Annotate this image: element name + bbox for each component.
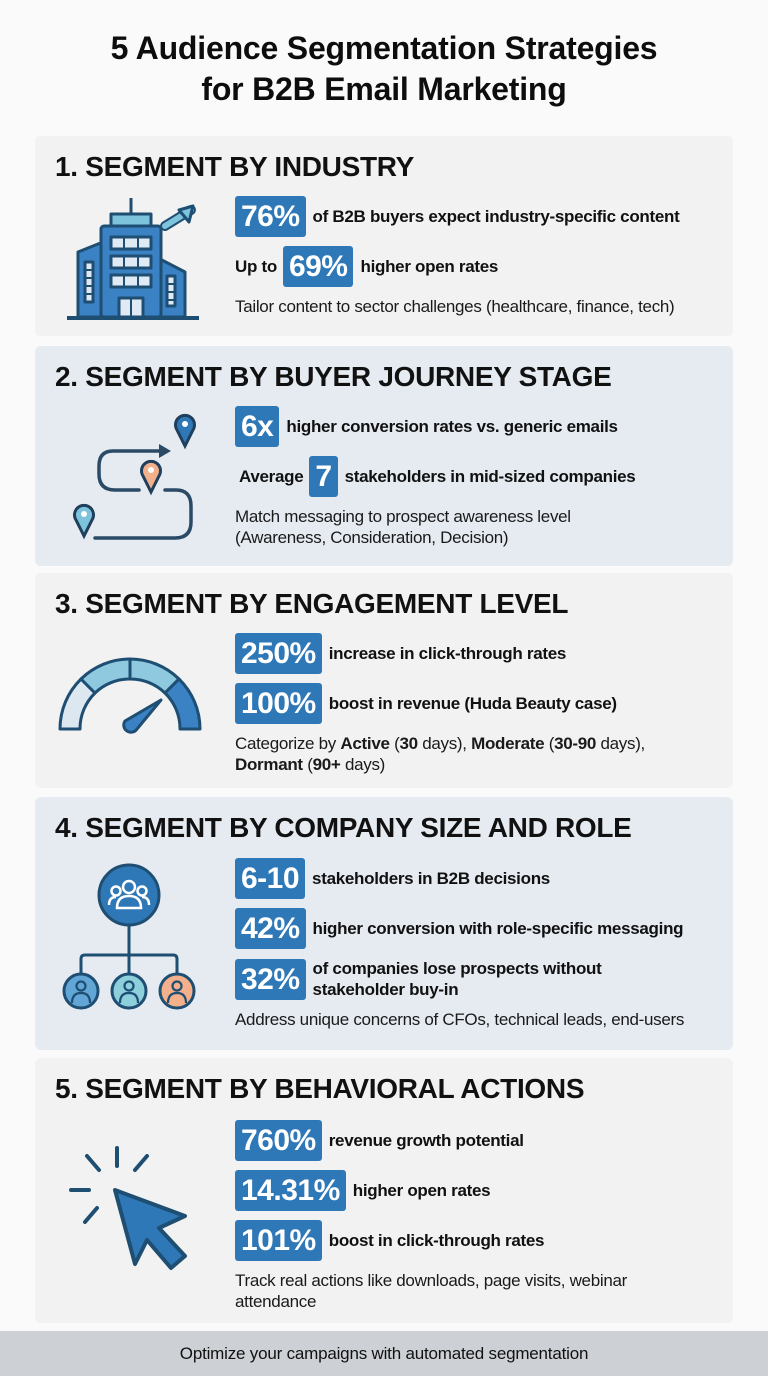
stat-badge: 69%: [282, 246, 354, 287]
stat-row: 14.31% higher open rates: [235, 1170, 725, 1211]
stat-row: 6x higher conversion rates vs. generic e…: [235, 406, 725, 447]
stat-row: 76% of B2B buyers expect industry-specif…: [235, 196, 725, 237]
section-description: Categorize by Active (30 days), Moderate…: [235, 733, 725, 775]
stat-row: 42% higher conversion with role-specific…: [235, 908, 725, 949]
stat-row: 100% boost in revenue (Huda Beauty case): [235, 683, 725, 724]
section-description: Match messaging to prospect awareness le…: [235, 507, 571, 547]
stat-row: 6-10 stakeholders in B2B decisions: [235, 858, 725, 899]
desc-moderate-days: 30-90: [554, 734, 597, 753]
stat-row: 250% increase in click-through rates: [235, 633, 725, 674]
desc-text: Categorize by: [235, 734, 341, 753]
page-title: 5 Audience Segmentation Strategies for B…: [0, 28, 768, 110]
stat-row: Up to 69% higher open rates: [235, 246, 725, 287]
section-buyer-journey: 2. SEGMENT BY BUYER JOURNEY STAGE 6x hig…: [35, 346, 733, 566]
cursor-click-icon: [63, 1140, 203, 1285]
stat-text: higher conversion with role-specific mes…: [312, 919, 684, 938]
stat-badge: 760%: [235, 1120, 322, 1161]
stat-text: increase in click-through rates: [328, 644, 567, 663]
footer-text: Optimize your campaigns with automated s…: [179, 1344, 589, 1363]
desc-text: (: [302, 755, 313, 774]
footer-banner: Optimize your campaigns with automated s…: [0, 1331, 768, 1376]
desc-dormant-label: Dormant: [235, 755, 303, 774]
gauge-icon: [55, 653, 205, 758]
section-industry: 1. SEGMENT BY INDUSTRY: [35, 136, 733, 336]
stat-row: Average 7 stakeholders in mid-sized comp…: [235, 456, 725, 497]
stat-badge: 100%: [235, 683, 322, 724]
section-heading: 3. SEGMENT BY ENGAGEMENT LEVEL: [55, 588, 569, 619]
desc-text: days): [340, 755, 386, 774]
stats-list: 250% increase in click-through rates 100…: [235, 633, 725, 775]
section-description: Tailor content to sector challenges (hea…: [235, 297, 675, 316]
section-engagement: 3. SEGMENT BY ENGAGEMENT LEVEL 250% incr…: [35, 573, 733, 788]
stat-text: of companies lose prospects without stak…: [312, 959, 602, 999]
stat-badge: 250%: [235, 633, 322, 674]
stat-badge: 6-10: [235, 858, 306, 899]
stat-badge: 14.31%: [235, 1170, 346, 1211]
section-heading: 5. SEGMENT BY BEHAVIORAL ACTIONS: [55, 1073, 585, 1104]
section-heading: 4. SEGMENT BY COMPANY SIZE AND ROLE: [55, 812, 632, 843]
stat-badge: 42%: [235, 908, 306, 949]
page-title-line-2: for B2B Email Marketing: [201, 71, 567, 107]
stat-text: boost in revenue (Huda Beauty case): [328, 694, 617, 713]
stat-badge: 7: [309, 456, 338, 497]
stat-text: of B2B buyers expect industry-specific c…: [312, 207, 680, 226]
section-company-size-role: 4. SEGMENT BY COMPANY SIZE AND ROLE: [35, 797, 733, 1050]
desc-active-days: 30: [399, 734, 418, 753]
stat-badge: 101%: [235, 1220, 322, 1261]
stat-prefix: Average: [239, 466, 304, 486]
desc-moderate-label: Moderate: [471, 734, 545, 753]
stats-list: 760% revenue growth potential 14.31% hig…: [235, 1120, 725, 1312]
desc-text: (: [389, 734, 400, 753]
stat-badge: 32%: [235, 958, 306, 1000]
stat-prefix: Up to: [235, 256, 277, 276]
desc-text: days),: [417, 734, 472, 753]
stat-text: stakeholders in B2B decisions: [312, 869, 550, 888]
desc-text: days),: [596, 734, 645, 753]
stats-list: 6-10 stakeholders in B2B decisions 42% h…: [235, 858, 725, 1030]
org-chart-icon: [55, 855, 215, 1020]
stat-text: boost in click-through rates: [328, 1231, 545, 1250]
stat-row: 32% of companies lose prospects without …: [235, 958, 725, 1000]
stat-text: revenue growth potential: [328, 1131, 524, 1150]
stat-text: stakeholders in mid-sized companies: [344, 467, 636, 486]
section-heading: 1. SEGMENT BY INDUSTRY: [55, 151, 415, 182]
stat-badge: 6x: [235, 406, 280, 447]
desc-dormant-days: 90+: [312, 755, 341, 774]
building-growth-icon: [53, 192, 213, 337]
section-description: Address unique concerns of CFOs, technic…: [235, 1010, 685, 1029]
stat-text: higher conversion rates vs. generic emai…: [286, 417, 618, 436]
stat-row: 101% boost in click-through rates: [235, 1220, 725, 1261]
section-heading: 2. SEGMENT BY BUYER JOURNEY STAGE: [55, 361, 612, 392]
section-behavioral: 5. SEGMENT BY BEHAVIORAL ACTIONS 760% re…: [35, 1058, 733, 1323]
page-title-line-1: 5 Audience Segmentation Strategies: [110, 30, 658, 66]
stat-row: 760% revenue growth potential: [235, 1120, 725, 1161]
journey-path-icon: [61, 406, 211, 551]
stats-list: 76% of B2B buyers expect industry-specif…: [235, 196, 725, 317]
stat-badge: 76%: [235, 196, 306, 237]
stat-text: higher open rates: [360, 257, 499, 276]
desc-text: (: [544, 734, 555, 753]
section-description: Track real actions like downloads, page …: [235, 1271, 628, 1311]
desc-active-label: Active: [340, 734, 390, 753]
stat-text: higher open rates: [352, 1181, 491, 1200]
stats-list: 6x higher conversion rates vs. generic e…: [235, 406, 725, 548]
